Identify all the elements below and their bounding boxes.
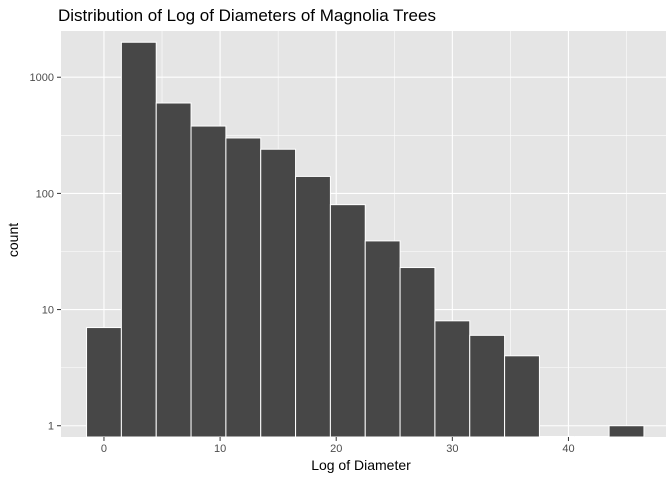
histogram-bar <box>120 41 157 438</box>
histogram-bar <box>364 240 401 438</box>
histogram-bar <box>86 327 122 438</box>
x-axis-title: Log of Diameter <box>311 457 411 473</box>
histogram-bar <box>608 425 645 438</box>
y-axis: 1 10 100 1000 <box>30 72 61 433</box>
x-tick-label: 0 <box>101 443 107 455</box>
y-axis-title: count <box>5 223 21 257</box>
histogram-bar <box>504 355 540 438</box>
x-tick-label: 30 <box>446 443 458 455</box>
histogram-bar <box>190 125 227 438</box>
y-tick-label: 1 <box>48 421 54 433</box>
histogram-bar <box>155 102 192 438</box>
y-tick-label: 1000 <box>30 72 54 84</box>
histogram-bar <box>469 334 506 438</box>
histogram-bar <box>225 137 262 438</box>
histogram-bar <box>399 267 436 438</box>
histogram-bar <box>295 175 331 438</box>
x-tick-label: 10 <box>214 443 226 455</box>
y-tick-label: 10 <box>42 305 54 317</box>
histogram-bar <box>329 204 366 438</box>
histogram-bar <box>434 320 471 438</box>
histogram-bar <box>260 148 297 438</box>
x-tick-label: 20 <box>330 443 342 455</box>
x-axis: 0 10 20 30 40 <box>101 437 575 455</box>
y-tick-label: 100 <box>36 188 54 200</box>
x-tick-label: 40 <box>562 443 574 455</box>
histogram-bars <box>86 41 645 438</box>
chart-title: Distribution of Log of Diameters of Magn… <box>58 6 436 25</box>
